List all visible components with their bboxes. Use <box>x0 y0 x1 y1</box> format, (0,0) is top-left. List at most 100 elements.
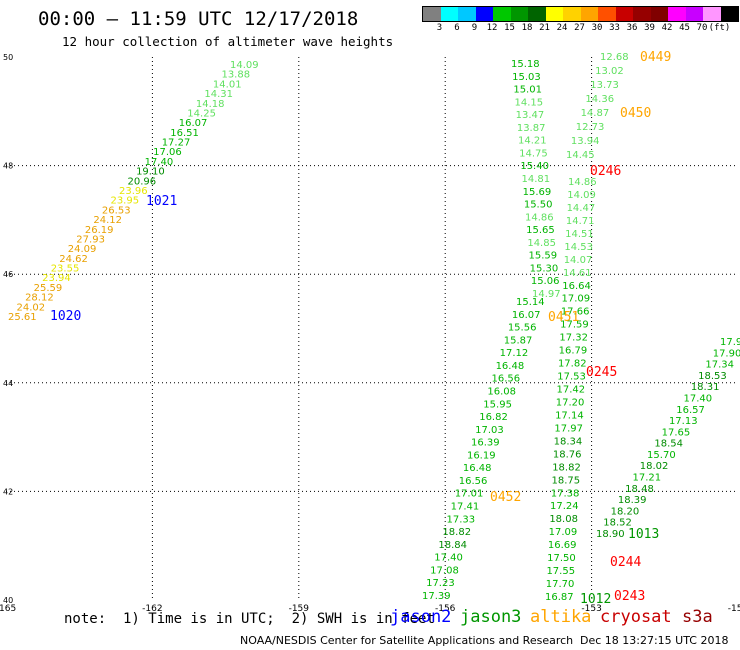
color-scale-box <box>703 7 721 21</box>
color-scale-box <box>528 7 546 21</box>
wave-height-value: 16.07 <box>512 310 541 321</box>
longitude-tick: -165 <box>0 604 16 614</box>
wave-height-value: 14.86 <box>525 212 554 223</box>
wave-height-value: 17.33 <box>447 514 476 525</box>
color-scale-tick: 30 <box>591 23 603 33</box>
wave-height-value: 28.12 <box>25 293 54 304</box>
wave-height-value: 12.68 <box>600 52 629 63</box>
color-scale-box <box>545 7 563 21</box>
color-scale-tick: 3 <box>436 23 443 33</box>
wave-height-value: 14.18 <box>196 99 225 110</box>
wave-height-value: 27.93 <box>76 234 105 245</box>
wave-height-value: 17.34 <box>705 360 734 371</box>
color-scale-box <box>668 7 686 21</box>
wave-height-value: 13.02 <box>595 66 624 77</box>
color-scale-tick: 21 <box>539 23 550 33</box>
wave-height-value: 18.39 <box>618 495 647 506</box>
altimeter-tracks: 25.6124.0228.1225.5923.9423.5524.6224.09… <box>8 52 740 603</box>
credit-line: NOAA/NESDIS Center for Satellite Applica… <box>240 634 574 647</box>
color-scale-box <box>423 7 441 21</box>
wave-height-value: 24.02 <box>17 302 46 313</box>
wave-height-value: 14.15 <box>515 97 544 108</box>
color-scale-tick: 33 <box>609 23 620 33</box>
map-title: 00:00 – 11:59 UTC 12/17/2018 <box>38 8 359 30</box>
wave-height-value: 15.69 <box>523 187 552 198</box>
pass-time-label: 1021 <box>146 194 177 209</box>
color-scale-tick: 15 <box>504 23 515 33</box>
wave-height-value: 14.81 <box>522 174 551 185</box>
wave-height-value: 16.64 <box>562 281 591 292</box>
latitude-tick: 42 <box>3 487 13 496</box>
latitude-tick: 44 <box>3 379 13 388</box>
wave-height-value: 16.57 <box>676 405 705 416</box>
wave-height-value: 15.40 <box>520 161 549 172</box>
wave-height-value: 16.87 <box>545 592 574 603</box>
wave-height-value: 17.13 <box>669 416 698 427</box>
wave-height-value: 14.86 <box>568 177 597 188</box>
color-scale-box <box>458 7 476 21</box>
color-scale-box <box>440 7 458 21</box>
wave-height-value: 18.08 <box>549 514 578 525</box>
wave-height-value: 15.50 <box>524 200 553 211</box>
color-scale-box <box>685 7 703 21</box>
wave-height-value: 17.41 <box>451 502 480 513</box>
color-scale-bar <box>422 6 739 22</box>
wave-height-value: 17.65 <box>662 427 691 438</box>
wave-height-value: 18.54 <box>654 439 683 450</box>
wave-height-value: 17.66 <box>561 307 590 318</box>
wave-height-value: 25.59 <box>34 283 63 294</box>
longitude-tick: -156 <box>435 604 456 614</box>
wave-height-value: 18.84 <box>438 540 467 551</box>
wave-height-value: 15.65 <box>526 225 555 236</box>
wave-height-value: 18.82 <box>442 527 471 538</box>
wave-height-value: 18.31 <box>691 382 720 393</box>
wave-height-value: 18.52 <box>603 518 632 529</box>
lat-lon-grid <box>6 57 738 600</box>
wave-height-value: 17.24 <box>550 501 579 512</box>
wave-height-value: 17.90 <box>713 348 740 359</box>
wave-height-value: 18.48 <box>625 484 654 495</box>
wave-height-value: 18.75 <box>551 475 580 486</box>
wave-height-value: 14.75 <box>519 148 548 159</box>
wave-height-value: 16.56 <box>491 374 520 385</box>
wave-height-value: 16.69 <box>548 540 577 551</box>
color-scale-tick: 6 <box>454 23 460 33</box>
wave-height-value: 14.09 <box>230 60 259 71</box>
wave-height-value: 17.97 <box>554 423 583 434</box>
wave-height-value: 14.21 <box>518 136 547 147</box>
color-scale-tick: 9 <box>471 23 478 33</box>
wave-height-value: 17.12 <box>500 348 529 359</box>
color-scale-tick: (ft) <box>708 23 731 33</box>
wave-height-value: 14.53 <box>564 242 593 253</box>
wave-height-value: 13.88 <box>221 70 250 81</box>
wave-height-value: 14.09 <box>567 190 596 201</box>
wave-height-value: 14.61 <box>563 268 592 279</box>
wave-height-value: 17.14 <box>555 410 584 421</box>
wave-height-value: 17.53 <box>557 372 586 383</box>
longitude-tick-labels: -165 -162 -159 -156 -153 -150 <box>0 604 740 614</box>
wave-height-value: 16.82 <box>479 412 508 423</box>
latitude-tick: 46 <box>3 270 13 279</box>
wave-height-value: 14.71 <box>566 216 595 227</box>
wave-height-value: 17.82 <box>558 359 587 370</box>
wave-height-value: 15.56 <box>508 323 537 334</box>
color-scale-box <box>615 7 633 21</box>
wave-height-value: 15.70 <box>647 450 676 461</box>
wave-height-value: 14.45 <box>566 150 595 161</box>
wave-height-value: 18.76 <box>553 449 582 460</box>
pass-time-label: 0245 <box>586 365 617 380</box>
wave-height-value: 23.55 <box>51 264 80 275</box>
wave-height-value: 17.03 <box>475 425 504 436</box>
wave-height-value: 13.47 <box>516 110 545 121</box>
legend-jason2: jason2 <box>390 607 452 627</box>
wave-height-value: 17.20 <box>556 397 585 408</box>
pass-time-label: 0452 <box>490 490 521 505</box>
pass-time-label: 1020 <box>50 309 81 324</box>
legend-jason3: jason3 <box>460 607 522 627</box>
wave-height-value: 17.9 <box>720 337 740 348</box>
wave-height-value: 17.38 <box>551 488 580 499</box>
wave-height-value: 15.87 <box>504 335 533 346</box>
color-scale-box <box>580 7 598 21</box>
wave-height-value: 24.09 <box>68 244 97 255</box>
